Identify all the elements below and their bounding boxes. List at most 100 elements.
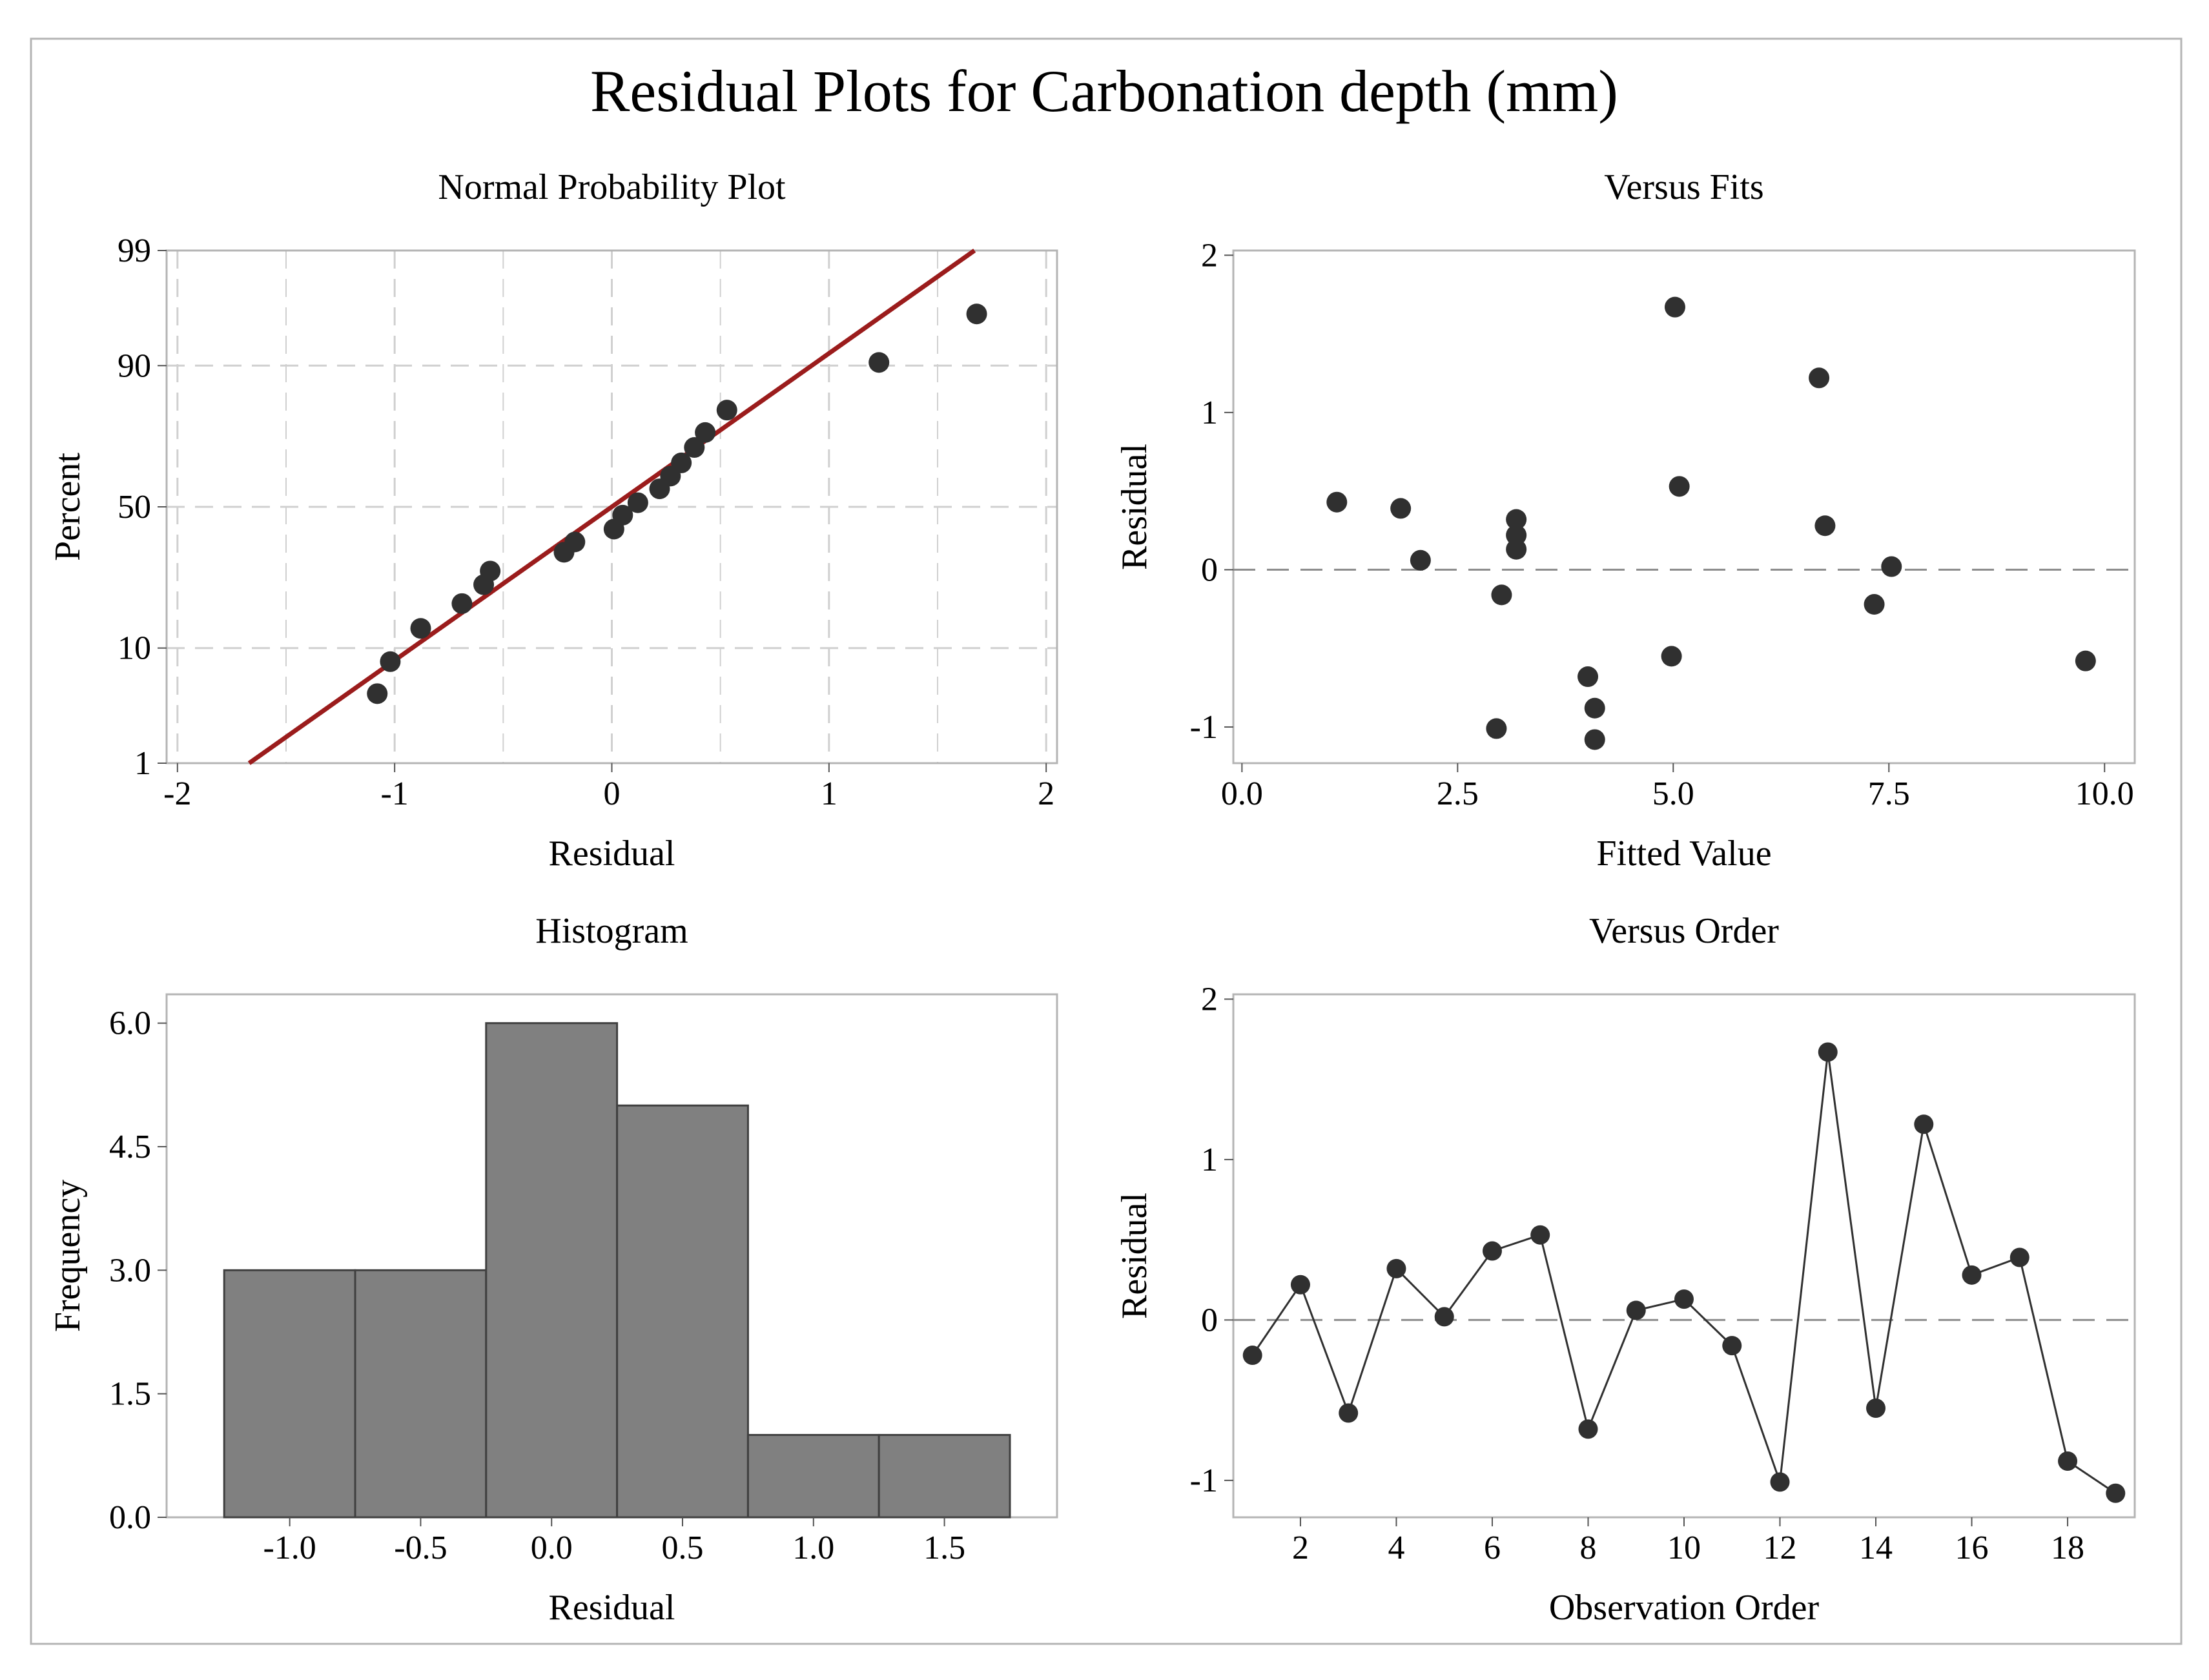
versus-fits-data-point xyxy=(1506,524,1527,546)
histogram-y-tick-label: 4.5 xyxy=(109,1129,151,1165)
versus-order-data-point xyxy=(2106,1483,2126,1503)
versus-order-data-point xyxy=(1339,1403,1359,1423)
versus-fits-plot-area xyxy=(1232,249,2136,764)
versus-fits-data-point xyxy=(1506,538,1527,560)
normal-probability-data-point xyxy=(627,492,648,513)
histogram-x-axis-label: Residual xyxy=(549,1588,675,1628)
histogram-x-tick-label: 0.5 xyxy=(662,1530,704,1566)
versus-fits-data-point xyxy=(1669,476,1690,497)
normal-probability-data-point xyxy=(612,504,633,526)
normal-probability-y-tick-label: 10 xyxy=(118,630,151,667)
versus-fits-x-tick-label: 2.5 xyxy=(1437,775,1479,812)
versus-fits-title: Versus Fits xyxy=(1604,167,1763,207)
normal-probability-x-tick-label: 1 xyxy=(821,775,837,812)
versus-order-x-tick-label: 14 xyxy=(1859,1530,1893,1566)
versus-fits-data-point xyxy=(2075,650,2096,671)
versus-order-y-tick-label: 0 xyxy=(1201,1302,1218,1338)
versus-fits-data-point xyxy=(1661,646,1682,667)
versus-fits-x-axis-label: Fitted Value xyxy=(1596,834,1771,874)
versus-fits-y-tick-label: -1 xyxy=(1190,709,1218,746)
versus-fits-data-point xyxy=(1584,697,1605,719)
versus-fits-data-point xyxy=(1491,584,1512,606)
versus-order-x-tick-label: 12 xyxy=(1763,1530,1797,1566)
versus-order-y-tick-label: 1 xyxy=(1201,1142,1218,1178)
histogram-plot: Histogram Residual Frequency -1.0 -0.5 0.0 0.5… xyxy=(48,911,1058,1628)
versus-fits-x-tick-label: 0.0 xyxy=(1221,775,1263,812)
figure-title: Residual Plots for Carbonation depth (mm… xyxy=(590,58,1618,124)
normal-probability-data-point xyxy=(367,683,388,704)
histogram-title: Histogram xyxy=(535,911,688,951)
versus-fits-data-point xyxy=(1390,498,1412,519)
versus-order-data-point xyxy=(1482,1241,1502,1261)
versus-fits-data-point xyxy=(1814,515,1836,537)
normal-probability-plot: Normal Probability Plot Residual Percent -2… xyxy=(48,167,1058,874)
histogram-x-tick-label: 0.0 xyxy=(531,1530,573,1566)
versus-order-title: Versus Order xyxy=(1589,911,1779,951)
versus-order-x-tick-label: 4 xyxy=(1388,1530,1404,1566)
versus-order-data-point xyxy=(1290,1275,1310,1295)
normal-probability-x-axis-label: Residual xyxy=(549,834,675,874)
versus-fits-data-point xyxy=(1864,594,1885,615)
versus-fits-x-tick-label: 10.0 xyxy=(2075,775,2134,812)
versus-order-data-point xyxy=(2009,1247,2029,1267)
histogram-y-tick-label: 3.0 xyxy=(109,1252,151,1289)
versus-fits-y-axis-label: Residual xyxy=(1115,444,1155,570)
versus-order-data-point xyxy=(1530,1225,1550,1245)
versus-order-data-point xyxy=(1818,1042,1838,1062)
versus-fits-y-tick-label: 1 xyxy=(1201,394,1218,431)
histogram-x-tick-label: -0.5 xyxy=(394,1530,447,1566)
versus-fits-plot: Versus Fits Fitted Value Residual 0.0 2.5 5.0… xyxy=(1115,167,2136,874)
versus-fits-data-point xyxy=(1881,556,1902,577)
versus-order-data-point xyxy=(1386,1258,1406,1278)
normal-probability-y-tick-label: 90 xyxy=(118,347,151,384)
normal-probability-y-axis-label: Percent xyxy=(48,453,88,561)
versus-fits-data-point xyxy=(1584,729,1605,750)
versus-order-y-axis-label: Residual xyxy=(1115,1193,1155,1319)
versus-order-data-point xyxy=(1626,1300,1646,1320)
versus-order-x-tick-label: 6 xyxy=(1484,1530,1501,1566)
normal-probability-data-point xyxy=(410,618,431,639)
versus-order-data-point xyxy=(1242,1346,1262,1366)
versus-order-x-axis-label: Observation Order xyxy=(1549,1588,1820,1628)
normal-probability-y-tick-label: 50 xyxy=(118,489,151,526)
normal-probability-data-point xyxy=(451,593,473,614)
histogram-x-tick-label: -1.0 xyxy=(263,1530,316,1566)
histogram-bar xyxy=(746,1433,880,1519)
normal-probability-data-point xyxy=(966,303,987,325)
versus-fits-x-tick-label: 7.5 xyxy=(1868,775,1910,812)
histogram-bar xyxy=(616,1104,749,1519)
versus-order-data-point xyxy=(1770,1472,1790,1492)
normal-probability-y-tick-label: 99 xyxy=(118,232,151,269)
versus-order-data-point xyxy=(2058,1451,2078,1471)
versus-order-data-point xyxy=(1674,1289,1694,1309)
versus-order-x-tick-label: 10 xyxy=(1667,1530,1701,1566)
versus-fits-data-point xyxy=(1809,367,1830,389)
normal-probability-data-point xyxy=(868,352,890,373)
versus-order-x-tick-label: 2 xyxy=(1292,1530,1309,1566)
normal-probability-data-point xyxy=(684,437,705,458)
histogram-y-tick-label: 6.0 xyxy=(109,1005,151,1042)
versus-fits-data-point xyxy=(1664,296,1685,318)
versus-order-data-point xyxy=(1722,1336,1742,1356)
versus-order-data-point xyxy=(1578,1419,1598,1439)
versus-order-plot: Versus Order Observation Order Residual 2 4 6… xyxy=(1115,911,2136,1628)
histogram-y-tick-label: 0.0 xyxy=(109,1499,151,1536)
normal-probability-data-point xyxy=(716,400,737,421)
normal-probability-x-tick-label: -2 xyxy=(163,775,191,812)
histogram-bar xyxy=(485,1022,619,1519)
histogram-x-tick-label: 1.0 xyxy=(792,1530,834,1566)
normal-probability-data-point xyxy=(480,560,501,582)
normal-probability-y-tick-label: 1 xyxy=(134,745,151,782)
histogram-x-tick-label: 1.5 xyxy=(923,1530,965,1566)
normal-probability-title: Normal Probability Plot xyxy=(438,167,786,207)
histogram-bar xyxy=(223,1269,356,1519)
versus-order-y-tick-label: -1 xyxy=(1190,1462,1218,1499)
figure-frame xyxy=(30,37,2183,1645)
versus-fits-data-point xyxy=(1577,666,1599,688)
normal-probability-data-point xyxy=(671,452,692,473)
normal-probability-x-tick-label: -1 xyxy=(380,775,408,812)
normal-probability-x-tick-label: 2 xyxy=(1038,775,1054,812)
versus-order-data-point xyxy=(1434,1307,1454,1327)
